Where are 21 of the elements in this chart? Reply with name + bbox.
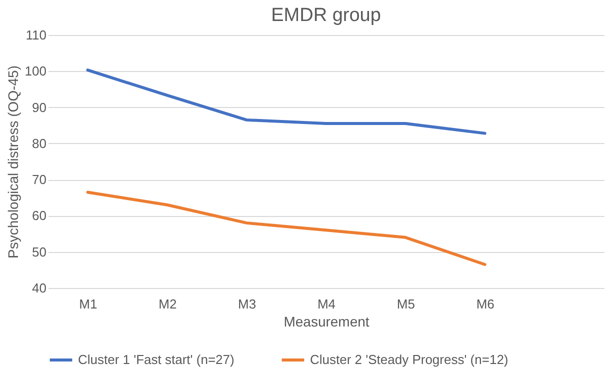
line-series (86, 190, 486, 266)
y-tick-label: 50 (32, 244, 46, 260)
y-tick-label: 80 (32, 136, 46, 151)
y-axis-title: Psychological distress (OQ-45) (4, 66, 21, 258)
legend-label: Cluster 2 'Steady Progress' (n=12) (310, 352, 508, 367)
legend-label: Cluster 1 'Fast start' (n=27) (78, 352, 234, 367)
y-tick-label: 60 (32, 208, 46, 224)
chart-title: EMDR group (271, 5, 381, 26)
line-series (86, 68, 486, 135)
x-axis-title: Measurement (284, 314, 370, 330)
x-tick-label: M6 (476, 296, 494, 312)
x-tick-label: M3 (238, 296, 256, 312)
x-tick-label: M1 (79, 296, 98, 312)
x-tick-label: M5 (396, 296, 415, 312)
y-tick-label: 100 (24, 64, 46, 79)
y-tick-label: 90 (32, 100, 46, 115)
y-tick-label: 70 (32, 172, 46, 188)
x-tick-label: M4 (317, 296, 336, 312)
y-tick-label: 110 (26, 28, 46, 42)
y-tick-label: 40 (32, 280, 46, 296)
x-tick-label: M2 (158, 296, 177, 312)
